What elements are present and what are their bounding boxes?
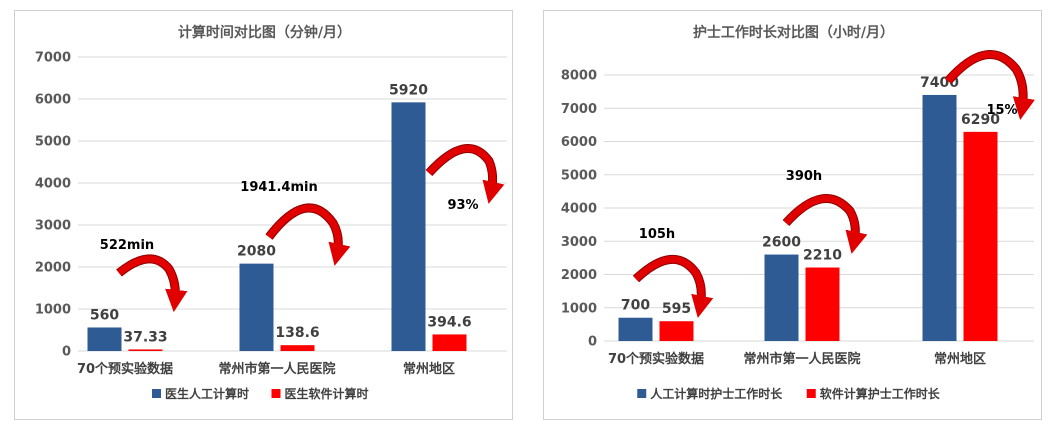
x-tick-label: 常州地区 [934,351,986,367]
reduction-annotation: 1941.4min [240,180,317,195]
legend-label: 人工计算时护士工作时长 [650,386,783,401]
data-label: 394.6 [427,314,471,330]
y-tick-label: 4000 [561,202,597,217]
legend-swatch [271,389,281,398]
reduction-annotation: 390h [786,169,822,184]
y-tick-label: 7000 [561,102,597,117]
bar-series-1-1 [805,267,840,341]
y-tick-label: 2000 [35,261,71,276]
data-label: 6290 [961,112,1000,128]
legend-label: 医生人工计算时 [165,386,249,401]
curved-arrow [633,255,714,318]
y-tick-label: 8000 [561,69,597,84]
curved-arrow [783,195,868,254]
y-tick-label: 4000 [35,177,71,192]
legend-swatch [637,389,647,398]
bar-series-1-1 [280,345,315,351]
y-tick-label: 5000 [561,168,597,183]
data-label: 2080 [237,244,276,260]
x-tick-label: 70个预实验数据 [77,361,173,377]
reduction-annotation: 15% [986,103,1017,118]
x-tick-label: 常州市第一人民医院 [743,351,860,367]
curved-arrow [426,145,505,204]
bar-series-0-0 [87,327,122,351]
y-tick-label: 3000 [35,219,71,234]
curved-arrow [945,51,1035,121]
chart-time-comparison: 计算时间对比图（分钟/月） 0 1000 2000 3000 4000 5000 6000 70… [35,24,507,401]
y-tick-label: 1000 [35,303,71,318]
chart-panel-time: 计算时间对比图（分钟/月） 0 1000 2000 3000 4000 5000 6000 70… [14,10,513,420]
chart-title: 护士工作时长对比图（小时/月） [693,24,894,41]
bar-series-1-0 [128,349,163,351]
chart-title: 计算时间对比图（分钟/月） [178,24,351,41]
reduction-annotation: 105h [639,227,675,242]
data-label: 37.33 [123,329,167,345]
x-tick-label: 70个预实验数据 [608,351,704,367]
bar-series-1-2 [432,334,467,351]
y-tick-label: 1000 [561,301,597,316]
data-label: 2210 [803,248,842,264]
bar-series-0-2 [922,94,957,341]
chart-nurse-hours: 护士工作时长对比图（小时/月） 0 1000 2000 3000 4000 5000 6000… [561,24,1035,401]
x-tick-label: 常州市第一人民医院 [218,361,335,377]
data-label: 560 [90,307,119,323]
y-tick-label: 6000 [35,93,71,108]
data-label: 2600 [762,235,801,251]
legend-label: 软件计算护士工作时长 [820,386,941,401]
bar-series-0-0 [618,317,653,341]
data-label: 595 [662,301,691,317]
reduction-annotation: 522min [100,238,154,253]
bar-series-1-0 [659,321,694,341]
legend-label: 医生软件计算时 [285,386,369,401]
data-label: 138.6 [275,325,319,341]
y-tick-label: 6000 [561,135,597,150]
y-tick-label: 0 [588,335,597,350]
legend-swatch [152,389,161,398]
y-tick-label: 5000 [35,135,71,150]
data-label: 700 [621,298,650,314]
bar-series-0-1 [239,263,274,351]
chart-panel-nurse: 护士工作时长对比图（小时/月） 0 1000 2000 3000 4000 5000 6000… [543,10,1042,420]
curved-arrow [116,255,188,313]
curved-arrow [266,204,351,266]
data-label: 5920 [389,82,428,98]
y-tick-label: 2000 [561,268,597,283]
legend-swatch [806,389,816,398]
bar-series-0-1 [764,254,799,341]
bar-series-0-2 [391,102,426,351]
y-tick-label: 3000 [561,235,597,250]
reduction-annotation: 93% [447,198,478,213]
x-tick-label: 常州地区 [403,361,455,377]
y-tick-label: 7000 [35,51,71,66]
bar-series-1-2 [963,131,998,341]
y-tick-label: 0 [62,345,71,360]
